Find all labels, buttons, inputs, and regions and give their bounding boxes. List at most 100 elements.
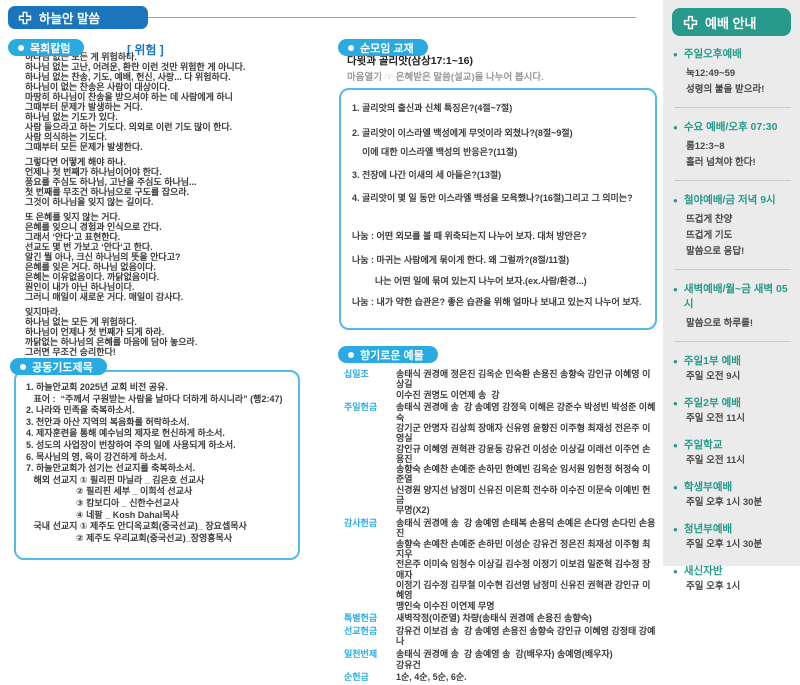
bullet-dot-icon: ● xyxy=(673,123,678,132)
offering-row: 특별헌금 새벽작정(이준열) 차량(송태식 권경애 손용진 송향숙) xyxy=(344,613,656,623)
divider xyxy=(675,180,791,181)
study-question: 4. 골리앗이 몇 일 동안 이스라엘 백성을 모욕했나?(16절)그리고 그 … xyxy=(352,193,633,203)
worship-item-title: 새신자반 xyxy=(683,565,723,577)
prayer-section-label: 공동기도제목 xyxy=(32,361,93,374)
worship-item: ● 주일오후예배 눅12:49~59 성령의 불을 받으라! xyxy=(673,46,793,98)
pastoral-section-label: 목회칼럼 xyxy=(30,42,71,55)
worship-item: ● 새신자반 주일 오후 1시 xyxy=(673,563,793,593)
offering-row: 선교헌금 강유건 이보검 송 강 송예영 손용진 송향숙 강인규 이혜영 강정태… xyxy=(344,626,656,647)
section-pill-group-study: 순모임 교재 xyxy=(338,39,428,56)
worship-item-detail: 주일 오전 11시 xyxy=(686,455,746,466)
offering-names: 강유건 이보검 송 강 송예영 손용진 송향숙 강인규 이혜영 강정태 강예나 xyxy=(396,626,656,647)
worship-item-detail: 주일 오후 1시 30분 xyxy=(686,497,763,508)
bullet-dot-icon: ● xyxy=(673,196,678,205)
pastoral-paragraph: 하나님 없는 모든 게 위험하다. 하나님 없는 고난, 어려운, 환란 이런 … xyxy=(25,52,246,152)
study-opening-line: 마음열기 ☞ 은혜받은 말씀(설교)을 나누어 봅시다. xyxy=(347,72,544,83)
worship-item-title: 철야예배/금 저녁 9시 xyxy=(683,194,776,206)
pastoral-paragraph: 또 은혜를 잊지 않는 거다. 은혜를 잊으니 경험과 인식으로 간다. 그래서… xyxy=(25,212,184,302)
offering-list: 십일조 송태식 권경애 정은진 김옥순 인숙환 손용진 송향숙 강인규 이혜영 … xyxy=(344,369,656,685)
offering-row: 주일헌금 송태식 권경애 송 강 송예영 강정욱 이해은 강준수 박성빈 박성준… xyxy=(344,402,656,515)
study-questions: 1. 골리앗의 출신과 신체 특징은?(4절~7절) 2. 골리앗이 이스라엘 … xyxy=(352,103,648,308)
section-pill-offerings: 향기로운 예물 xyxy=(338,346,438,363)
worship-item: ● 주일1부 예배 주일 오전 9시 xyxy=(673,353,793,383)
offering-type-label: 주일헌금 xyxy=(344,402,378,413)
bulletin-word-title: 하늘안 말씀 xyxy=(39,12,100,26)
bullet-dot-icon: ● xyxy=(673,285,678,294)
pastoral-topic: [ 위험 ] xyxy=(127,43,164,57)
offering-names: 송태식 권경애 송 강 송예영 송 강(배우자) 송예영(배우자) 강유건 xyxy=(396,649,613,670)
worship-item-detail: 주일 오후 1시 xyxy=(686,581,741,592)
offering-row: 순헌금 1순, 4순, 5순, 6순. xyxy=(344,672,656,682)
offering-type-label: 특별헌금 xyxy=(344,613,378,624)
bullet-dot-icon: ● xyxy=(673,525,678,534)
header-rule-line xyxy=(140,17,636,18)
worship-item-detail: 뜨겁게 찬양 뜨겁게 기도 말씀으로 응답! xyxy=(686,214,745,257)
worship-guide-header: 예배 안내 xyxy=(672,8,791,36)
pastoral-paragraph: 잊지마라. 하나님 없는 모든 게 위험하다. 하나님이 언제나 첫 번째가 되… xyxy=(25,307,198,357)
worship-item-title: 주일학교 xyxy=(683,439,723,451)
section-pill-prayer-topics: 공동기도제목 xyxy=(10,358,107,375)
offering-type-label: 선교헌금 xyxy=(344,626,378,637)
worship-item: ● 주일2부 예배 주일 오전 11시 xyxy=(673,395,793,425)
prayer-topics-text: 1. 하늘안교회 2025년 교회 비전 공유. 표어 : “주께서 구원받는 … xyxy=(26,382,283,543)
cross-icon xyxy=(18,11,32,24)
worship-item: ● 학생부예배 주일 오후 1시 30분 xyxy=(673,479,793,509)
worship-item: ● 수요 예배/오후 07:30 롬12:3~8 흘러 넘쳐야 한다! xyxy=(673,119,793,171)
study-passage-title: 다윗과 골리앗(삼상17:1~16) xyxy=(347,55,474,67)
offering-type-label: 일천번제 xyxy=(344,649,378,660)
offering-section-label: 향기로운 예물 xyxy=(360,349,424,362)
offering-names: 송태식 권경애 정은진 김옥순 인숙환 손용진 송향숙 강인규 이혜영 이상길 … xyxy=(396,369,651,400)
offering-row: 감사헌금 송태식 권경애 송 강 송예영 손태복 손용덕 손예은 손다영 손다민… xyxy=(344,518,656,611)
study-questions-box xyxy=(339,88,657,330)
study-section-label: 순모임 교재 xyxy=(360,42,414,55)
study-question: 2. 골리앗이 이스라엘 백성에게 무엇이라 외쳤나?(8절~9절) xyxy=(352,128,573,138)
bullet-dot-icon xyxy=(18,44,24,51)
pastoral-column-text: 하나님 없는 모든 게 위험하다. 하나님 없는 고난, 어려운, 환란 이런 … xyxy=(25,52,327,362)
offering-names: 송태식 권경애 송 강 송예영 손태복 손용덕 손예은 손다영 손다민 손용진 … xyxy=(396,518,656,611)
worship-item-title: 수요 예배/오후 07:30 xyxy=(683,121,778,133)
offering-type-label: 감사헌금 xyxy=(344,518,378,529)
bullet-dot-icon: ● xyxy=(673,357,678,366)
worship-item: ● 주일학교 주일 오전 11시 xyxy=(673,437,793,467)
study-sharing-item: 나눔 : 어떤 외모를 볼 때 위축되는지 나누어 보자. 대처 방안은? xyxy=(352,231,587,241)
worship-item-title: 학생부예배 xyxy=(683,481,733,493)
worship-item-detail: 주일 오전 11시 xyxy=(686,413,746,424)
offering-names: 송태식 권경애 송 강 송예영 강정욱 이해은 강준수 박성빈 박성준 이혜숙 … xyxy=(396,402,656,516)
divider xyxy=(675,107,791,108)
worship-item-detail: 말씀으로 하루를! xyxy=(686,318,753,329)
worship-item-detail: 눅12:49~59 성령의 불을 받으라! xyxy=(686,68,765,95)
pastoral-paragraph: 그렇다면 어떻게 해야 하나. 언제나 첫 번째가 하나님이어야 한다. 풍요를… xyxy=(25,157,197,207)
divider xyxy=(675,341,791,342)
worship-item: ● 철야예배/금 저녁 9시 뜨겁게 찬양 뜨겁게 기도 말씀으로 응답! xyxy=(673,192,793,260)
study-question: 1. 골리앗의 출신과 신체 특징은?(4절~7절) xyxy=(352,103,513,113)
worship-item: ● 새벽예배/월~금 새벽 05시 말씀으로 하루를! xyxy=(673,281,793,332)
worship-item-title: 청년부예배 xyxy=(683,523,733,535)
bullet-dot-icon: ● xyxy=(673,567,678,576)
worship-item-title: 주일2부 예배 xyxy=(683,397,741,409)
study-question: 3. 전장에 나간 이새의 세 아들은?(13절) xyxy=(352,170,502,180)
offering-type-label: 십일조 xyxy=(344,369,369,379)
worship-guide-sidebar: 예배 안내 ● 주일오후예배 눅12:49~59 성령의 불을 받으라! ● 수요 … xyxy=(663,0,800,592)
worship-guide-title: 예배 안내 xyxy=(705,15,757,31)
study-question-sub: 이에 대한 이스라엘 백성의 반응은?(11절) xyxy=(362,147,518,157)
prayer-topics-box xyxy=(14,370,300,560)
worship-item-detail: 주일 오전 9시 xyxy=(686,371,741,382)
worship-schedule-list: ● 주일오후예배 눅12:49~59 성령의 불을 받으라! ● 수요 예배/오후 … xyxy=(673,46,793,605)
bullet-dot-icon: ● xyxy=(673,50,678,59)
bulletin-word-header: 하늘안 말씀 xyxy=(8,6,148,29)
bullet-dot-icon xyxy=(348,351,354,358)
bullet-dot-icon xyxy=(20,363,26,370)
worship-item-title: 새벽예배/월~금 새벽 05시 xyxy=(683,283,788,310)
section-pill-pastoral-column: 목회칼럼 xyxy=(8,39,85,56)
cross-icon xyxy=(683,15,698,29)
offering-type-label: 순헌금 xyxy=(344,672,369,683)
study-sharing-item: 나눔 : 내가 약한 습관은? 좋은 습관을 위해 얼마나 보내고 있는지 나누… xyxy=(352,297,642,307)
bullet-dot-icon: ● xyxy=(673,483,678,492)
worship-item-detail: 주일 오후 1시 30분 xyxy=(686,539,763,550)
offering-row: 일천번제 송태식 권경애 송 강 송예영 송 강(배우자) 송예영(배우자) 강… xyxy=(344,649,656,670)
worship-item-title: 주일1부 예배 xyxy=(683,355,741,367)
bullet-dot-icon xyxy=(348,44,354,51)
offering-names: 1순, 4순, 5순, 6순. xyxy=(396,672,467,683)
offering-row: 십일조 송태식 권경애 정은진 김옥순 인숙환 손용진 송향숙 강인규 이혜영 … xyxy=(344,369,656,400)
worship-item-detail: 롬12:3~8 흘러 넘쳐야 한다! xyxy=(686,141,756,168)
